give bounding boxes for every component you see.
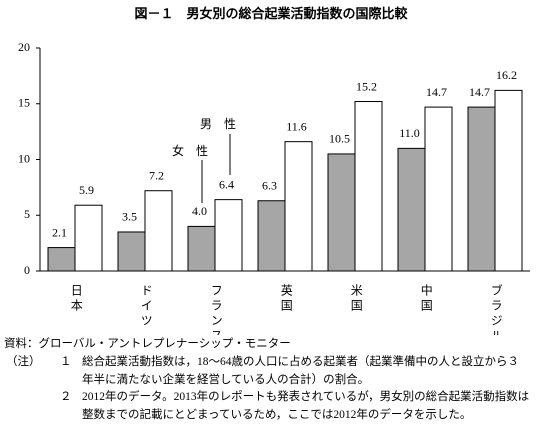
bar bbox=[467, 106, 496, 272]
y-tick-label: 0 bbox=[24, 263, 30, 277]
x-tick-label: ドイツ bbox=[139, 284, 153, 329]
value-label: 15.2 bbox=[356, 79, 377, 93]
y-tick-label: 15 bbox=[18, 96, 30, 110]
note-marker: ２ bbox=[60, 391, 72, 403]
x-tick-label: ブラジル bbox=[489, 283, 503, 335]
bar bbox=[187, 225, 216, 272]
x-tick-label: 日本 bbox=[69, 284, 83, 314]
bar bbox=[354, 101, 383, 272]
source: 資料：グローバル・アントレプレナーシップ・モニター bbox=[4, 338, 291, 350]
y-tick-label: 20 bbox=[18, 40, 30, 54]
chart-title: 図－１ 男女別の総合起業活動指数の国際比較 bbox=[134, 6, 408, 21]
bar bbox=[257, 200, 286, 272]
x-tick-label: 米国 bbox=[349, 284, 363, 314]
x-tick-label: フランス bbox=[209, 284, 223, 335]
value-label: 6.3 bbox=[262, 179, 277, 193]
bar bbox=[214, 199, 243, 272]
bar bbox=[117, 231, 146, 272]
value-label: 6.4 bbox=[219, 177, 234, 191]
value-label: 10.5 bbox=[329, 132, 350, 146]
legend-label: 男 性 bbox=[200, 117, 236, 131]
value-label: 3.5 bbox=[122, 210, 137, 224]
bar bbox=[327, 153, 356, 272]
value-label: 7.2 bbox=[149, 168, 164, 182]
value-label: 16.2 bbox=[496, 68, 517, 82]
bar bbox=[494, 89, 523, 272]
value-label: 4.0 bbox=[192, 204, 207, 218]
value-label: 11.0 bbox=[399, 126, 420, 140]
x-tick-label: 英国 bbox=[279, 284, 293, 314]
bar bbox=[424, 106, 453, 272]
note-marker: １ bbox=[60, 356, 72, 368]
legend-label: 女 性 bbox=[172, 143, 208, 158]
y-tick-label: 10 bbox=[18, 151, 30, 165]
value-label: 5.9 bbox=[79, 183, 94, 197]
bar bbox=[74, 204, 103, 272]
bar bbox=[284, 141, 313, 272]
notes-label: （注） bbox=[6, 356, 41, 368]
bar bbox=[144, 190, 173, 272]
value-label: 14.7 bbox=[426, 85, 447, 99]
value-label: 11.6 bbox=[286, 119, 307, 133]
bar bbox=[47, 247, 76, 272]
chart: 図－１ 男女別の総合起業活動指数の国際比較 0 5 10 15 20 日本 2.1 5.9 ドイ… bbox=[18, 6, 530, 335]
bar bbox=[397, 147, 426, 272]
y-tick-label: 5 bbox=[24, 207, 30, 221]
x-tick-label: 中国 bbox=[419, 283, 433, 314]
value-label: 2.1 bbox=[52, 225, 67, 239]
note-text: 2012年のデータ。2013年のレポートも発表されているが，男女別の総合起業活動… bbox=[82, 391, 530, 421]
note-text: 総合起業活動指数は，18～64歳の人口に占める起業者（起業準備中の人と設立から３… bbox=[82, 356, 519, 386]
value-label: 14.7 bbox=[469, 85, 490, 99]
